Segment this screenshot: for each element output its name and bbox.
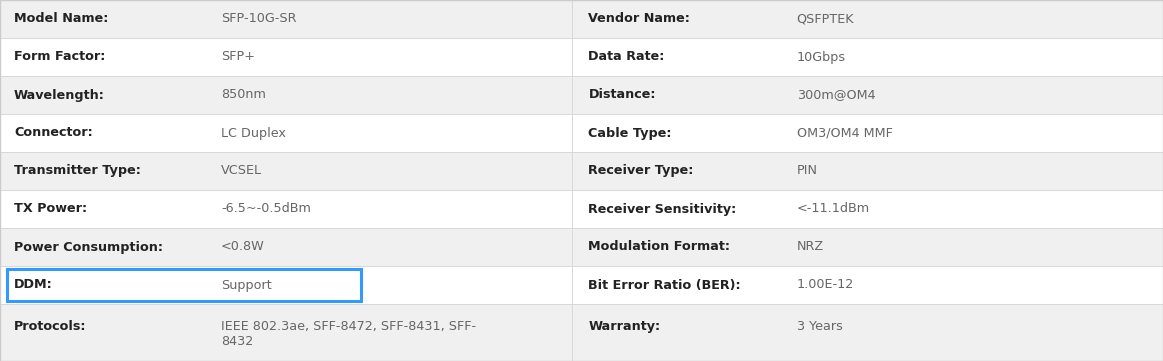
Text: NRZ: NRZ [797, 240, 823, 253]
Bar [7, 269, 361, 301]
Text: Distance:: Distance: [588, 88, 656, 101]
Text: Vendor Name:: Vendor Name: [588, 13, 691, 26]
Bar [0, 114, 1163, 152]
Text: Bit Error Ratio (BER):: Bit Error Ratio (BER): [588, 278, 741, 291]
Text: Power Consumption:: Power Consumption: [14, 240, 163, 253]
Text: -6.5~-0.5dBm: -6.5~-0.5dBm [221, 203, 311, 216]
Text: 1.00E-12: 1.00E-12 [797, 278, 854, 291]
Text: Receiver Type:: Receiver Type: [588, 165, 694, 178]
Text: LC Duplex: LC Duplex [221, 126, 286, 139]
Text: VCSEL: VCSEL [221, 165, 262, 178]
Text: IEEE 802.3ae, SFF-8472, SFF-8431, SFF-
8432: IEEE 802.3ae, SFF-8472, SFF-8431, SFF- 8… [221, 320, 476, 348]
Text: TX Power:: TX Power: [14, 203, 87, 216]
Bar [0, 38, 1163, 76]
Text: 300m@OM4: 300m@OM4 [797, 88, 876, 101]
Text: Wavelength:: Wavelength: [14, 88, 105, 101]
Text: DDM:: DDM: [14, 278, 52, 291]
Text: 850nm: 850nm [221, 88, 266, 101]
Text: SFP-10G-SR: SFP-10G-SR [221, 13, 297, 26]
Text: <-11.1dBm: <-11.1dBm [797, 203, 870, 216]
Text: Cable Type:: Cable Type: [588, 126, 672, 139]
Text: Form Factor:: Form Factor: [14, 51, 106, 64]
Bar [0, 0, 1163, 38]
Bar [0, 190, 1163, 228]
Text: OM3/OM4 MMF: OM3/OM4 MMF [797, 126, 892, 139]
Text: SFP+: SFP+ [221, 51, 255, 64]
Text: Data Rate:: Data Rate: [588, 51, 665, 64]
Text: 10Gbps: 10Gbps [797, 51, 846, 64]
Text: Connector:: Connector: [14, 126, 93, 139]
Text: Support: Support [221, 278, 272, 291]
Bar [0, 266, 572, 304]
Text: Warranty:: Warranty: [588, 320, 661, 333]
Bar [0, 304, 1163, 361]
Text: PIN: PIN [797, 165, 818, 178]
Bar [0, 228, 1163, 266]
Bar [0, 76, 1163, 114]
Bar [0, 152, 1163, 190]
Text: Receiver Sensitivity:: Receiver Sensitivity: [588, 203, 736, 216]
Text: Transmitter Type:: Transmitter Type: [14, 165, 141, 178]
Text: Model Name:: Model Name: [14, 13, 108, 26]
Text: Modulation Format:: Modulation Format: [588, 240, 730, 253]
Bar [0, 266, 1163, 304]
Text: Protocols:: Protocols: [14, 320, 86, 333]
Text: <0.8W: <0.8W [221, 240, 265, 253]
Text: 3 Years: 3 Years [797, 320, 842, 333]
Text: QSFPTEK: QSFPTEK [797, 13, 854, 26]
